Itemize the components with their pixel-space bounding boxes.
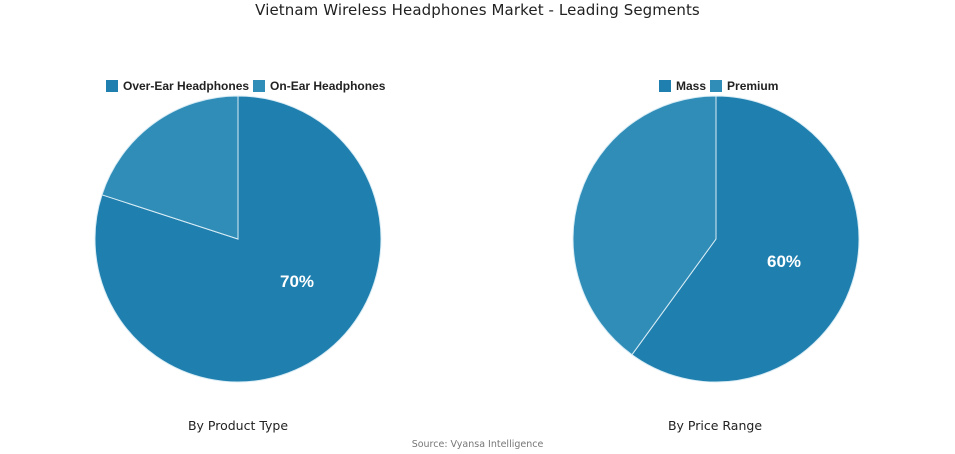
- legend-swatch-icon: [659, 80, 671, 92]
- slice-on-ear[interactable]: [101, 95, 239, 240]
- legend-label: Mass: [676, 79, 707, 93]
- pie-chart-product-type: 70%: [94, 94, 384, 384]
- legend-item-over-ear[interactable]: Over-Ear Headphones: [106, 79, 249, 93]
- slice-label-mass: 60%: [767, 252, 801, 271]
- slice-mass[interactable]: [631, 95, 860, 383]
- slice-label-over-ear: 70%: [280, 272, 314, 291]
- caption-price-range: By Price Range: [667, 418, 763, 433]
- caption-product-type: By Product Type: [187, 418, 289, 433]
- legend-price-range: Mass Premium: [659, 79, 782, 93]
- legend-swatch-icon: [253, 80, 266, 92]
- legend-item-on-ear[interactable]: On-Ear Headphones: [253, 79, 385, 93]
- pie-chart-price-range: 60%: [572, 94, 862, 384]
- source-note: Source: Vyansa Intelligence: [411, 439, 544, 450]
- legend-label: On-Ear Headphones: [270, 79, 386, 93]
- legend-swatch-icon: [710, 80, 723, 92]
- legend-product-type: Over-Ear Headphones On-Ear Headphones: [106, 79, 389, 93]
- legend-label: Over-Ear Headphones: [123, 79, 250, 93]
- slice-premium[interactable]: [572, 95, 717, 356]
- chart-title: Vietnam Wireless Headphones Market - Lea…: [255, 1, 700, 19]
- legend-item-premium[interactable]: Premium: [710, 79, 778, 93]
- legend-label: Premium: [727, 79, 779, 93]
- legend-item-mass[interactable]: Mass: [659, 79, 706, 93]
- legend-swatch-icon: [106, 80, 118, 92]
